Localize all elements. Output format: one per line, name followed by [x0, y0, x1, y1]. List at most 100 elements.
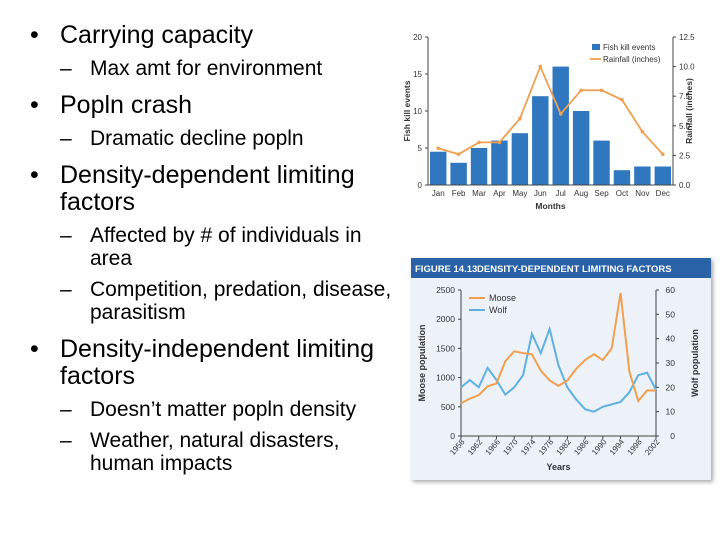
sub-bullet-text: Max amt for environment [90, 57, 323, 80]
legend-swatch-fish-kill [592, 44, 600, 50]
fish-kill-bar [593, 140, 610, 185]
y-tick-label: 1500 [436, 343, 455, 353]
y-tick-label: 2500 [436, 285, 455, 295]
x-tick-label: Aug [574, 189, 588, 198]
rainfall-point [436, 146, 441, 151]
y2-tick-label: 50 [666, 309, 676, 319]
bullet-text: Density-independent limiting factors [60, 335, 375, 390]
y2-tick-label: 10.0 [679, 63, 695, 72]
y2-axis-label: Rainfall (inches) [684, 78, 694, 144]
x-tick-label: Jun [534, 189, 547, 198]
x-tick-label: Nov [635, 189, 649, 198]
x-tick-label: Oct [616, 189, 629, 198]
y2-tick-label: 7.5 [679, 92, 691, 101]
y2-tick-label: 10 [666, 407, 676, 417]
y2-tick-label: 5.0 [679, 122, 691, 131]
x-tick-label: Mar [472, 189, 486, 198]
rainfall-point [660, 152, 665, 157]
y2-tick-label: 30 [666, 358, 676, 368]
fish-kill-bar [634, 166, 651, 185]
fish-kill-bar [430, 151, 447, 185]
legend-label-fish-kill: Fish kill events [603, 43, 655, 52]
y-tick-label: 5 [418, 144, 423, 153]
x-tick-label: Sep [594, 189, 609, 198]
rainfall-point [620, 97, 624, 102]
fish-kill-bar [572, 111, 590, 185]
moose-wolf-chart: FIGURE 14.13 DENSITY-DEPENDENT LIMITING F… [411, 258, 711, 480]
sub-bullet-item: – Dramatic decline popln [60, 127, 304, 150]
rainfall-point [599, 88, 604, 93]
y-tick-label: 10 [413, 107, 422, 116]
y2-tick-label: 12.5 [679, 33, 695, 42]
y-tick-label: 1000 [436, 373, 455, 383]
y2-tick-label: 20 [666, 382, 676, 392]
sub-bullet-text: Dramatic decline popln [90, 127, 304, 150]
bullet-list: Carrying capacity –Max amt for environmen… [30, 21, 400, 476]
sub-bullet-text: Competition, predation, disease, parasit… [90, 278, 392, 324]
x-tick-label: Dec [656, 189, 670, 198]
fish-kill-bar [470, 148, 488, 185]
bullet-text: Density-dependent limiting factors [60, 161, 355, 216]
rainfall-point [477, 140, 481, 145]
rainfall-point [579, 88, 583, 93]
rainfall-point [518, 116, 522, 121]
sub-bullet-item: – Weather, natural disasters, human impac… [60, 429, 340, 475]
sub-bullet-text: Doesn’t matter popln density [90, 398, 357, 421]
fish-kill-bar [613, 170, 631, 185]
y-tick-label: 0 [418, 181, 423, 190]
sub-bullet-text: Weather, natural disasters, human impact… [90, 429, 340, 475]
y-tick-label: 500 [441, 402, 455, 412]
bullet-item: Density-dependent limiting factors [30, 162, 400, 216]
rainfall-point [558, 112, 563, 116]
y-axis-label: Fish kill events [402, 80, 412, 141]
fish-kill-bar [491, 140, 508, 185]
moose-line [460, 292, 656, 405]
x-tick-label: May [512, 189, 527, 198]
fish-kill-bar [654, 166, 671, 185]
y2-tick-label: 2.5 [679, 151, 691, 160]
rainfall-point [497, 140, 502, 145]
chart-title: DENSITY-DEPENDENT LIMITING FACTORS [477, 264, 672, 275]
y2-tick-label: 0 [670, 431, 675, 441]
y-tick-label: 2000 [436, 314, 455, 324]
legend-label-rainfall: Rainfall (inches) [603, 55, 661, 64]
bullet-item: Carrying capacity [30, 21, 400, 50]
rainfall-point [640, 129, 645, 134]
y-tick-label: 20 [413, 33, 422, 42]
x-axis-label: Years [546, 462, 570, 472]
y-tick-label: 15 [413, 70, 422, 79]
legend-label-moose: Moose [489, 293, 516, 303]
sub-bullet-item: – Competition, predation, disease, parasi… [60, 278, 392, 324]
bullet-text: Carrying capacity [60, 21, 254, 49]
legend-label-wolf: Wolf [489, 305, 507, 315]
x-tick-label: Apr [493, 189, 506, 198]
fish-kill-bar [511, 133, 529, 185]
rainfall-line [437, 64, 664, 156]
y-tick-label: 0 [450, 431, 455, 441]
y2-tick-label: 0.0 [679, 181, 691, 190]
x-axis-label: Months [535, 201, 565, 211]
sub-bullet-item: – Doesn’t matter popln density [60, 398, 357, 421]
x-tick-label: Jul [556, 189, 566, 198]
fish-kill-rainfall-chart: 0 5 10 15 20 0.0 2.5 5.0 7.5 10.0 12.5 Jan Feb Mar Apr… [402, 33, 695, 211]
y2-tick-label: 40 [666, 334, 676, 344]
rainfall-point [538, 64, 543, 69]
sub-bullet-item: – Max amt for environment [60, 57, 323, 80]
x-tick-label: Jan [432, 189, 445, 198]
wolf-line [460, 325, 657, 413]
fish-kill-bar [552, 66, 569, 185]
rainfall-point [456, 152, 461, 157]
fish-kill-bar [450, 162, 467, 185]
chart-header-bar [411, 258, 711, 278]
y-axis-label: Moose population [417, 325, 427, 402]
y2-tick-label: 60 [666, 285, 676, 295]
figure-label: FIGURE 14.13 [415, 264, 477, 275]
bullet-item: Density-independent limiting factors [30, 336, 400, 390]
x-tick-label: Feb [452, 189, 466, 198]
bullet-text: Popln crash [60, 91, 193, 119]
sub-bullet-item: – Affected by # of individuals in area [60, 224, 362, 270]
fish-kill-bar [532, 96, 549, 185]
sub-bullet-text: Affected by # of individuals in area [90, 224, 362, 270]
y2-axis-label: Wolf population [690, 329, 700, 397]
bullet-item: Popln crash [30, 91, 400, 120]
